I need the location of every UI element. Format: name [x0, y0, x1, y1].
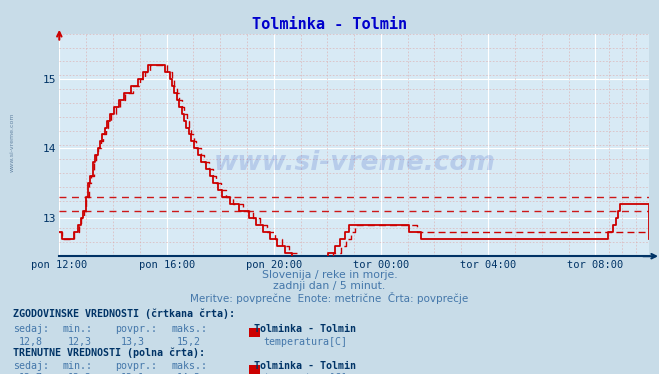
- Text: Slovenija / reke in morje.: Slovenija / reke in morje.: [262, 270, 397, 280]
- Text: Tolminka - Tolmin: Tolminka - Tolmin: [254, 361, 356, 371]
- Text: 12,2: 12,2: [68, 373, 92, 374]
- Text: temperatura[C]: temperatura[C]: [264, 373, 347, 374]
- Text: temperatura[C]: temperatura[C]: [264, 337, 347, 347]
- Text: povpr.:: povpr.:: [115, 361, 158, 371]
- Text: maks.:: maks.:: [171, 361, 208, 371]
- Text: TRENUTNE VREDNOSTI (polna črta):: TRENUTNE VREDNOSTI (polna črta):: [13, 347, 205, 358]
- Text: 12,3: 12,3: [68, 337, 92, 347]
- Text: min.:: min.:: [63, 361, 93, 371]
- Text: sedaj:: sedaj:: [13, 324, 49, 334]
- Text: 13,1: 13,1: [121, 373, 144, 374]
- Text: 13,3: 13,3: [121, 337, 144, 347]
- Text: zadnji dan / 5 minut.: zadnji dan / 5 minut.: [273, 281, 386, 291]
- Text: maks.:: maks.:: [171, 324, 208, 334]
- Text: ZGODOVINSKE VREDNOSTI (črtkana črta):: ZGODOVINSKE VREDNOSTI (črtkana črta):: [13, 309, 235, 319]
- Text: min.:: min.:: [63, 324, 93, 334]
- Text: www.si-vreme.com: www.si-vreme.com: [214, 150, 495, 176]
- Text: 15,2: 15,2: [177, 337, 200, 347]
- Text: Meritve: povprečne  Enote: metrične  Črta: povprečje: Meritve: povprečne Enote: metrične Črta:…: [190, 292, 469, 304]
- Text: 12,8: 12,8: [18, 337, 42, 347]
- Text: www.si-vreme.com: www.si-vreme.com: [9, 112, 14, 172]
- Text: Tolminka - Tolmin: Tolminka - Tolmin: [252, 17, 407, 32]
- Text: 12,7: 12,7: [18, 373, 42, 374]
- Text: Tolminka - Tolmin: Tolminka - Tolmin: [254, 324, 356, 334]
- Text: 14,3: 14,3: [177, 373, 200, 374]
- Text: sedaj:: sedaj:: [13, 361, 49, 371]
- Text: povpr.:: povpr.:: [115, 324, 158, 334]
